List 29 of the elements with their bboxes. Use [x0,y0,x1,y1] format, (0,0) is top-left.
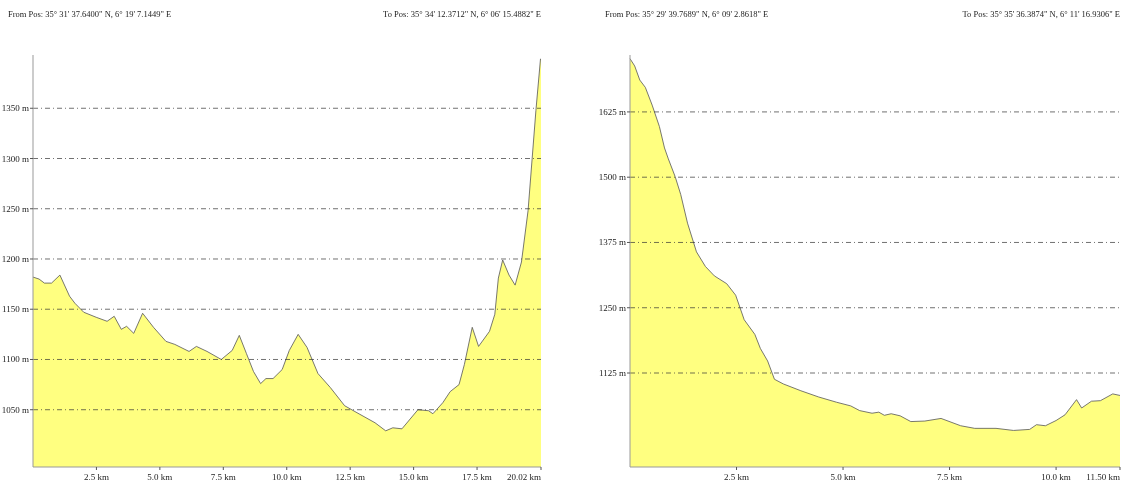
y-tick-label: 1500 m [598,172,626,183]
y-tick-label: 1350 m [1,103,29,114]
x-tick-label: 2.5 km [724,472,750,482]
x-tick-label: 20.02 km [506,472,541,482]
y-tick-label: 1100 m [2,354,29,365]
y-tick-label: 1125 m [599,368,626,379]
y-tick-label: 1375 m [598,237,626,248]
x-tick-label: 7.5 km [937,472,963,482]
x-tick-label: 2.5 km [83,472,109,482]
text: From Pos: 35° 29' 39.7689" N, 6° 09' 2.8618" E [605,9,769,19]
x-tick-label: 5.0 km [830,472,856,482]
y-tick-label: 1150 m [2,304,29,315]
y-tick-label: 1200 m [1,253,29,264]
y-tick-label: 1250 m [1,203,29,214]
text: From Pos: 35° 31' 37.6400" N, 6° 19' 7.1449" E [8,9,172,19]
x-tick-label: 17.5 km [462,472,492,482]
x-tick-label: 12.5 km [335,472,365,482]
x-tick-label: 7.5 km [210,472,236,482]
x-tick-label: 15.0 km [398,472,429,482]
x-tick-label: 10.0 km [1041,472,1071,482]
x-tick-label: 10.0 km [271,472,302,482]
text: To Pos: 35° 34' 12.3712" N, 6° 06' 15.4882" E [383,9,541,19]
text: To Pos: 35° 35' 36.3874" N, 6° 11' 16.9306" E [962,9,1120,19]
x-tick-label: 11.50 km [1086,472,1120,482]
y-tick-label: 1250 m [598,302,626,313]
y-tick-label: 1050 m [1,404,29,415]
y-tick-label: 1300 m [1,153,29,164]
y-tick-label: 1625 m [598,106,626,117]
x-tick-label: 5.0 km [147,472,173,482]
